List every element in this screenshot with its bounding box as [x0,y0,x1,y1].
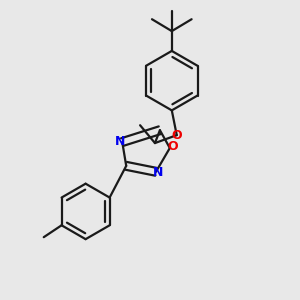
Text: O: O [171,129,182,142]
Text: N: N [115,135,125,148]
Text: N: N [153,166,164,179]
Text: O: O [167,140,178,153]
